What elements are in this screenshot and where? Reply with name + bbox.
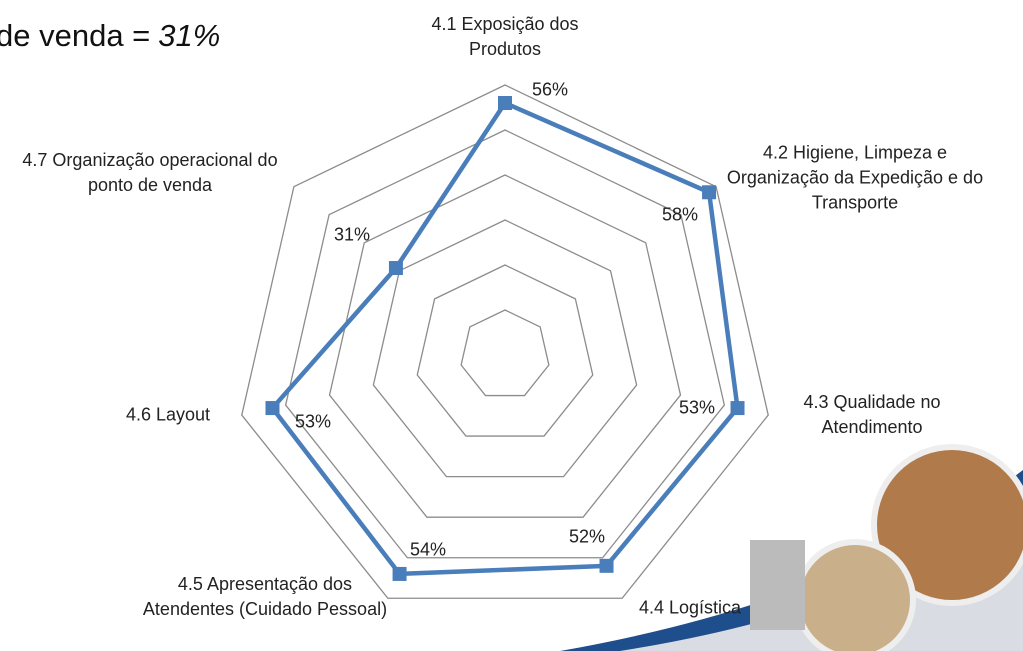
category-label: 4.6 Layout xyxy=(108,403,228,428)
value-label: 58% xyxy=(662,205,698,226)
data-point xyxy=(600,559,614,573)
value-label: 56% xyxy=(532,80,568,101)
category-label: 4.7 Organização operacional do ponto de … xyxy=(5,148,295,198)
chart xyxy=(0,0,1023,651)
category-label: 4.3 Qualidade no Atendimento xyxy=(767,390,977,440)
title-value: 31% xyxy=(158,18,220,53)
title: de venda =31% xyxy=(0,18,220,54)
value-label: 53% xyxy=(679,398,715,419)
grid-ring xyxy=(373,220,636,477)
value-label: 52% xyxy=(569,527,605,548)
grid-ring xyxy=(461,310,549,396)
data-point xyxy=(389,261,403,275)
data-point xyxy=(731,401,745,415)
grid-ring xyxy=(242,85,768,598)
data-point xyxy=(498,96,512,110)
category-label: 4.5 Apresentação dos Atendentes (Cuidado… xyxy=(135,572,395,622)
data-point xyxy=(702,185,716,199)
data-point xyxy=(265,401,279,415)
decor-photo xyxy=(797,542,913,651)
category-label: 4.2 Higiene, Limpeza e Organização da Ex… xyxy=(715,141,995,216)
slide: de venda =31% 4.1 Exposição dos Produtos… xyxy=(0,0,1023,651)
category-label: 4.1 Exposição dos Produtos xyxy=(395,12,615,62)
grid-ring xyxy=(286,130,725,558)
title-text: de venda = xyxy=(0,18,150,53)
grid-ring xyxy=(417,265,592,436)
value-label: 54% xyxy=(410,540,446,561)
value-label: 31% xyxy=(334,225,370,246)
category-label: 4.4 Logística xyxy=(615,596,765,621)
value-label: 53% xyxy=(295,412,331,433)
